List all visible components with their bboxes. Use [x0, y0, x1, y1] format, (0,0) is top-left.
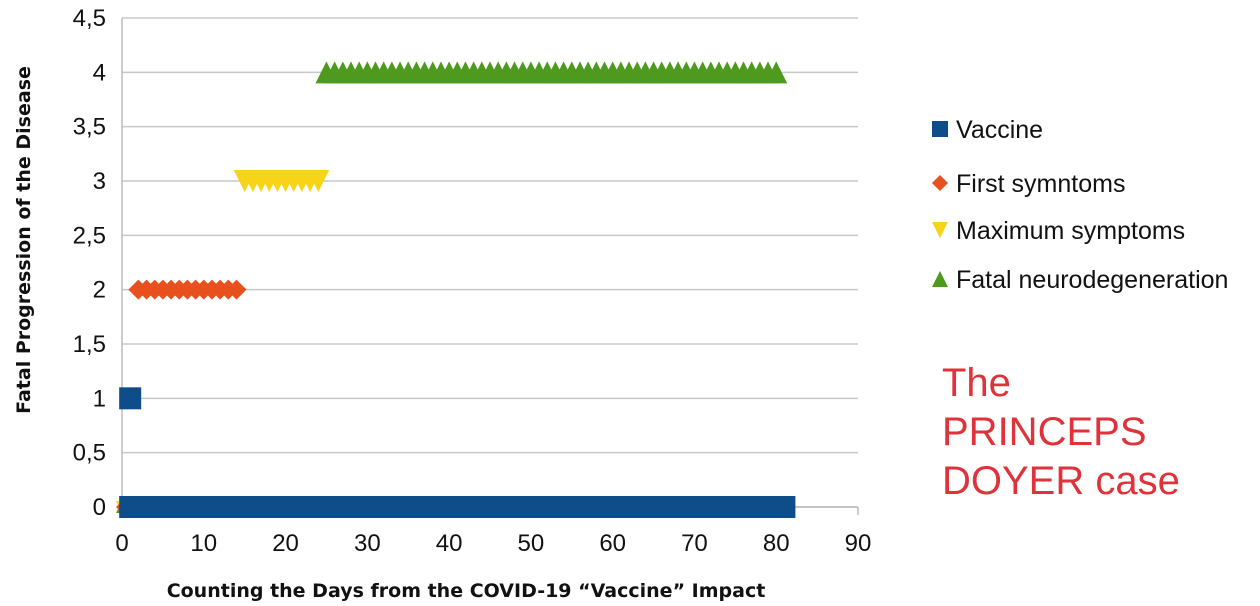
y-tick-label: 3 — [93, 168, 106, 195]
data-point — [226, 279, 247, 300]
x-tick-label: 10 — [190, 530, 217, 557]
y-tick-label: 3,5 — [73, 114, 106, 141]
legend-marker — [932, 175, 948, 191]
annotation-line: PRINCEPS — [942, 410, 1147, 454]
x-tick-label: 70 — [681, 530, 708, 557]
y-axis-title: Fatal Progression of the Disease — [13, 66, 35, 414]
axes — [121, 18, 858, 508]
annotation: The PRINCEPS DOYER case — [942, 361, 1180, 503]
x-tick-label: 50 — [518, 530, 545, 557]
series-maximum-symptoms — [116, 170, 330, 513]
data-point — [119, 387, 142, 410]
gridlines — [122, 17, 858, 508]
plot-area — [116, 61, 796, 518]
legend-label: First symntoms — [956, 170, 1125, 198]
x-tick-label: 90 — [845, 530, 872, 557]
legend-item: Vaccine — [932, 116, 1043, 144]
x-tick-label: 20 — [272, 530, 299, 557]
y-tick-label: 0,5 — [73, 440, 106, 467]
legend-item: Maximum symptoms — [932, 217, 1185, 245]
legend-marker — [932, 121, 948, 137]
x-tick-label: 60 — [599, 530, 626, 557]
legend-label: Fatal neurodegeneration — [956, 266, 1228, 294]
legend-item: Fatal neurodegeneration — [932, 266, 1228, 294]
legend-item: First symntoms — [932, 170, 1125, 198]
series-fatal-neurodegeneration — [116, 61, 788, 513]
data-point — [773, 496, 796, 518]
y-tick-label: 0 — [93, 494, 106, 521]
data-point — [307, 170, 330, 192]
legend-marker — [932, 271, 948, 287]
legend-marker — [932, 222, 948, 238]
x-tick-label: 80 — [763, 530, 790, 557]
y-tick-label: 1,5 — [73, 331, 106, 358]
legend: Vaccine First symntoms Maximum symptoms Fat… — [932, 116, 1228, 294]
y-tick-label: 4 — [93, 59, 106, 86]
y-tick-label: 2 — [93, 277, 106, 304]
y-tick-label: 4,5 — [73, 5, 106, 32]
x-tick-label: 40 — [436, 530, 463, 557]
data-point — [765, 61, 788, 84]
y-tick-label: 2,5 — [73, 222, 106, 249]
y-axis-ticks: 0 0,5 1 1,5 2 2,5 3 3,5 4 4,5 — [73, 5, 106, 521]
annotation-line: The — [942, 361, 1011, 405]
legend-label: Maximum symptoms — [956, 217, 1185, 245]
annotation-line: DOYER case — [942, 459, 1180, 503]
x-axis-title: Counting the Days from the COVID-19 “Vac… — [167, 580, 766, 602]
series-vaccine — [119, 387, 796, 518]
legend-label: Vaccine — [956, 116, 1043, 144]
y-tick-label: 1 — [93, 385, 106, 412]
x-tick-label: 30 — [354, 530, 381, 557]
x-tick-label: 0 — [115, 530, 128, 557]
